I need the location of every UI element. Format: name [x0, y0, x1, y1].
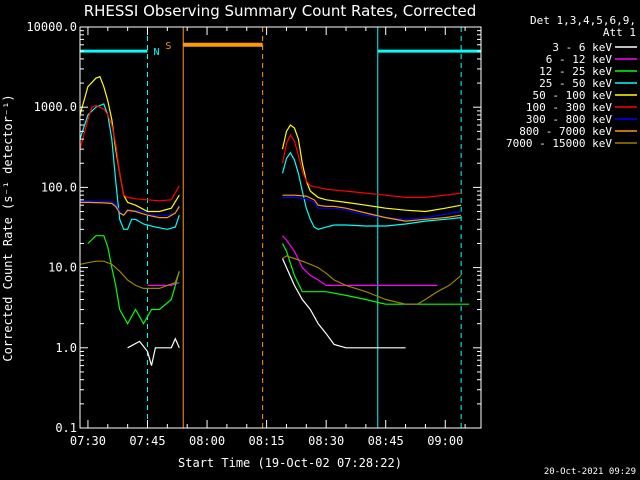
legend-label-12-25-kev: 12 - 25 keV [539, 65, 612, 78]
x-axis-label: Start Time (19-Oct-02 07:28:22) [178, 456, 402, 470]
axes-layer: 0.1 1.0 10.0 100.0 1000.0 10000.0 07:30 07:45 08… [26, 20, 482, 448]
y-tick-label-5: 10000.0 [26, 20, 77, 34]
legend-label-3-6-kev: 3 - 6 keV [552, 41, 612, 54]
y-tick-label-3: 100.0 [41, 180, 77, 194]
y-tick-label-2: 10.0 [48, 261, 77, 275]
legend-label-100-300-kev: 100 - 300 keV [526, 101, 612, 114]
y-tick-label-4: 1000.0 [34, 100, 77, 114]
legend-label-6-12-kev: 6 - 12 keV [546, 53, 613, 66]
series-6-12-kev-segment-0 [147, 282, 180, 286]
x-tick-label-5: 08:45 [368, 434, 404, 448]
plot-frame [79, 26, 482, 429]
x-tick-label-4: 08:30 [308, 434, 344, 448]
series-100-300-kev-segment-1 [281, 133, 462, 198]
series-300-800-kev-segment-1 [282, 196, 462, 220]
y-tick-label-1: 1.0 [55, 341, 77, 355]
series-25-50-kev-segment-0 [79, 103, 180, 230]
legend-label-300-800-kev: 300 - 800 keV [526, 113, 612, 126]
night-marker-label: N [153, 47, 159, 58]
series-50-100-kev-segment-1 [281, 124, 462, 213]
saa-marker-label: S [165, 41, 171, 52]
series-300-800-kev-segment-0 [80, 200, 180, 217]
legend-header-line-1: Det 1,3,4,5,6,9, [530, 14, 636, 27]
y-tick-label-0: 0.1 [55, 421, 77, 435]
series-3-6-kev-segment-0 [127, 337, 180, 366]
series-800-7000-kev-segment-0 [80, 201, 180, 219]
series-800-7000-kev-segment-1 [282, 194, 462, 222]
legend-label-7000-15000-kev: 7000 - 15000 keV [506, 137, 612, 150]
legend-label-25-50-kev: 25 - 50 keV [539, 77, 612, 90]
legend-label-50-100-kev: 50 - 100 keV [533, 89, 613, 102]
series-3-6-kev-segment-1 [281, 258, 406, 349]
series-100-300-kev-segment-0 [79, 104, 180, 202]
x-tick-label-6: 09:00 [427, 434, 463, 448]
series-7000-15000-kev-segment-1 [282, 255, 462, 305]
series-25-50-kev-segment-1 [281, 151, 462, 230]
x-tick-label-0: 07:30 [70, 434, 106, 448]
chart-title: RHESSI Observing Summary Count Rates, Co… [84, 2, 477, 20]
legend-label-800-7000-kev: 800 - 7000 keV [519, 125, 612, 138]
series-12-25-kev-segment-1 [281, 243, 470, 305]
x-tick-label-2: 08:00 [189, 434, 225, 448]
footer-date: 20-Oct-2021 09:29 [544, 467, 636, 477]
series-layer [79, 75, 470, 366]
y-axis-label: Corrected Count Rate (s⁻¹ detector⁻¹) [1, 94, 15, 361]
series-7000-15000-kev-segment-0 [79, 260, 180, 289]
x-tick-label-1: 07:45 [129, 434, 165, 448]
x-tick-label-3: 08:15 [249, 434, 285, 448]
legend-header-line-2: Att 1 [603, 26, 636, 39]
series-12-25-kev-segment-0 [87, 235, 180, 325]
series-6-12-kev-segment-1 [282, 235, 438, 286]
